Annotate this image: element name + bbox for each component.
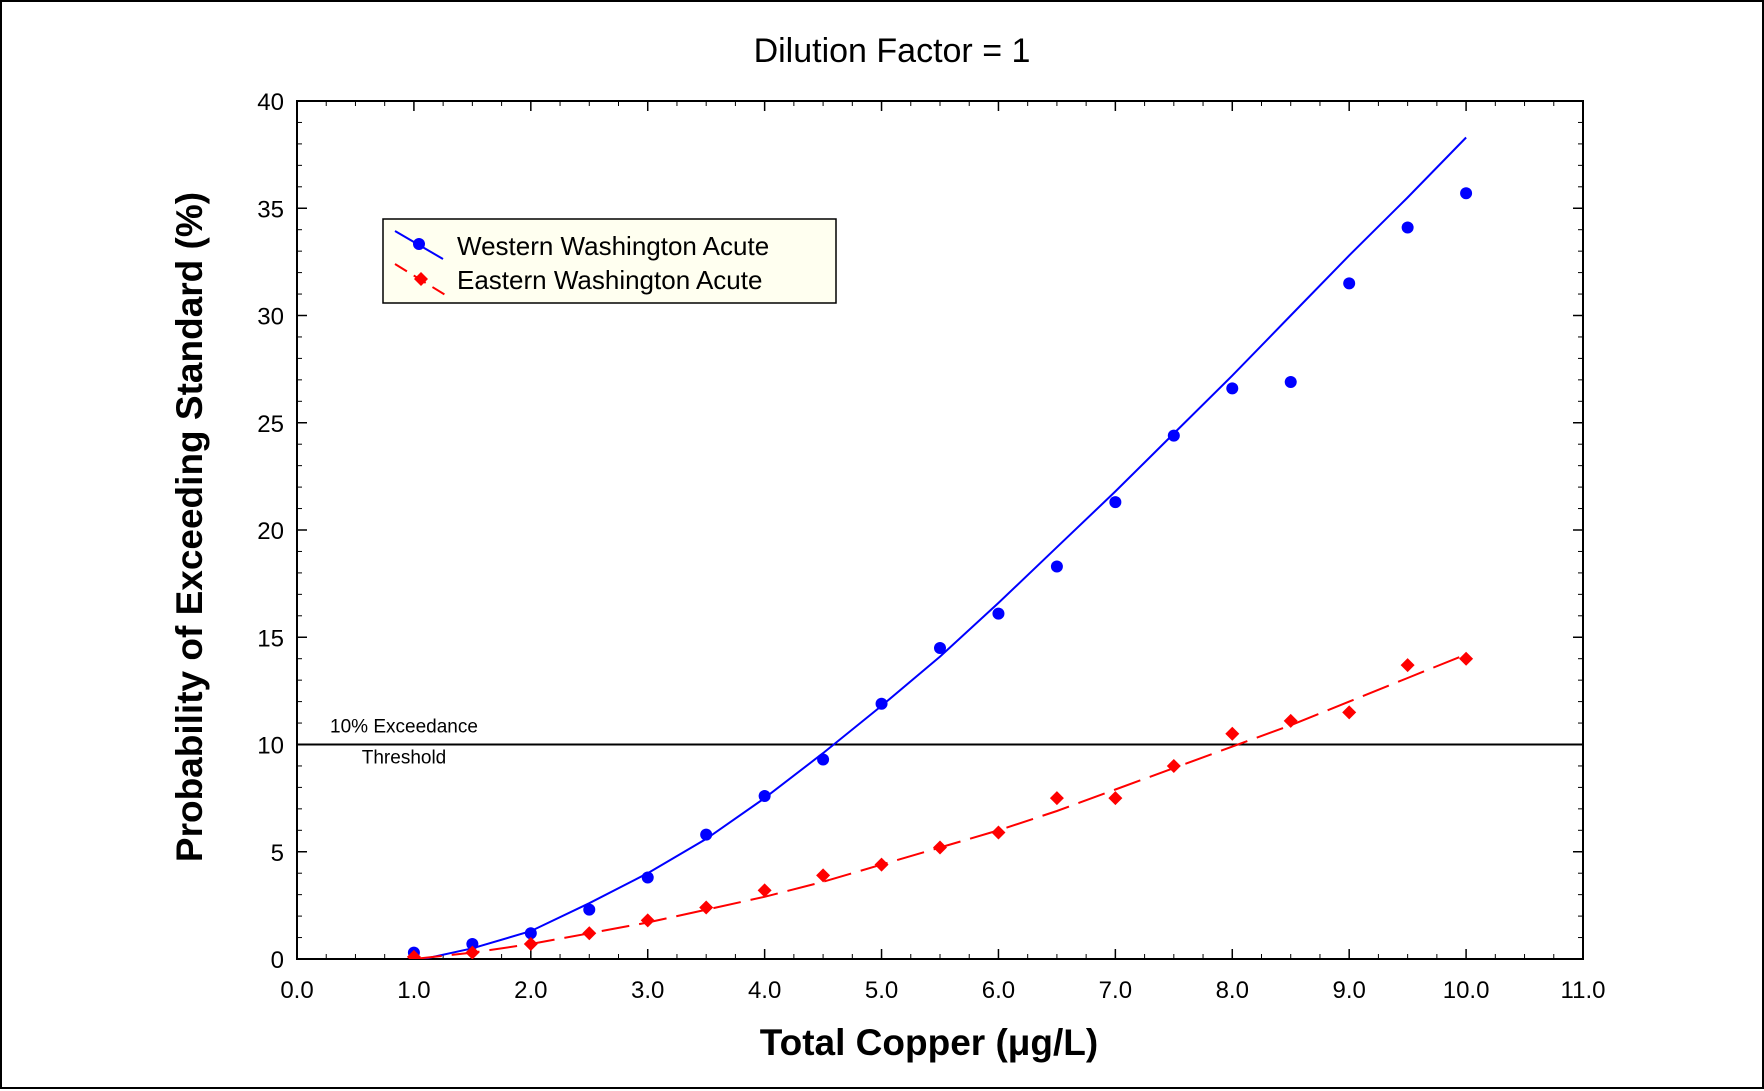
x-tick-label: 6.0	[982, 977, 1015, 1004]
series-layer	[406, 136, 1474, 959]
data-point-eastern	[991, 825, 1006, 840]
data-point-western	[1167, 429, 1180, 442]
y-tick-label: 25	[257, 411, 284, 438]
y-tick-label: 40	[257, 89, 284, 116]
data-point-western	[758, 789, 771, 802]
data-point-western	[1284, 375, 1297, 388]
data-point-eastern	[874, 857, 889, 872]
legend-label-western: Western Washington Acute	[457, 231, 769, 261]
data-point-eastern	[933, 840, 947, 855]
data-point-western	[817, 753, 830, 766]
chart-title: Dilution Factor = 1	[754, 32, 1031, 70]
axis-tick-labels: 0.0 1.0 2.0 3.0 4.0 5.0 6.0 7.0 8.0 9.0 10.0 11.0 0 5…	[257, 89, 1605, 1004]
legend: Western Washington Acute Eastern Washing…	[382, 218, 837, 304]
data-point-western	[583, 903, 596, 916]
legend-box	[382, 218, 837, 304]
x-tick-label: 10.0	[1443, 977, 1490, 1004]
data-point-eastern	[757, 883, 772, 898]
data-point-western	[1460, 187, 1473, 200]
x-tick-label: 7.0	[1099, 977, 1132, 1004]
x-tick-label: 5.0	[865, 977, 898, 1004]
data-point-western	[700, 828, 713, 841]
data-point-western	[641, 871, 654, 884]
data-point-eastern	[582, 926, 597, 941]
data-point-western	[1226, 382, 1239, 395]
data-point-eastern	[406, 949, 421, 959]
x-tick-label: 4.0	[748, 977, 781, 1004]
data-point-western	[1050, 560, 1063, 573]
data-point-western	[934, 641, 946, 654]
y-axis-title: Probability of Exceeding Standard (%)	[169, 192, 210, 862]
data-point-eastern	[1400, 658, 1415, 673]
data-point-eastern	[816, 868, 831, 883]
y-tick-label: 15	[257, 625, 284, 652]
threshold-label-line2: Threshold	[362, 748, 447, 769]
legend-label-eastern: Eastern Washington Acute	[457, 265, 762, 295]
data-point-eastern	[1049, 791, 1064, 806]
y-tick-label: 30	[257, 304, 284, 331]
data-point-eastern	[1459, 651, 1474, 666]
data-point-western	[992, 607, 1005, 620]
legend-swatch-western-marker	[413, 238, 425, 250]
data-point-western	[524, 927, 537, 940]
data-point-eastern	[1166, 758, 1181, 773]
reference-lines: 10% Exceedance Threshold	[297, 717, 1583, 769]
data-point-western	[1343, 277, 1356, 290]
x-tick-label: 2.0	[514, 977, 547, 1004]
legend-swatch-eastern-marker	[414, 272, 428, 286]
x-tick-label: 0.0	[280, 977, 313, 1004]
data-point-eastern	[1108, 791, 1123, 806]
threshold-label-line1: 10% Exceedance	[330, 717, 478, 738]
x-tick-label: 3.0	[631, 977, 664, 1004]
data-point-western	[1401, 221, 1414, 234]
data-point-eastern	[640, 913, 655, 928]
data-point-western	[875, 697, 888, 710]
y-tick-label: 5	[271, 840, 284, 867]
x-tick-label: 9.0	[1332, 977, 1365, 1004]
data-point-eastern	[1283, 713, 1298, 728]
data-point-western	[1109, 496, 1122, 509]
series-line-western	[418, 136, 1467, 959]
y-tick-label: 20	[257, 518, 284, 545]
data-point-eastern	[1225, 726, 1240, 741]
data-point-western	[466, 937, 479, 950]
y-tick-label: 35	[257, 196, 284, 223]
x-axis-title: Total Copper (μg/L)	[760, 1022, 1098, 1063]
x-tick-label: 11.0	[1561, 977, 1606, 1004]
y-tick-label: 10	[257, 733, 284, 760]
data-point-eastern	[523, 936, 538, 951]
data-point-eastern	[1342, 705, 1357, 720]
data-point-eastern	[699, 900, 714, 915]
y-tick-label: 0	[271, 947, 284, 974]
x-tick-label: 8.0	[1216, 977, 1249, 1004]
x-tick-label: 1.0	[397, 977, 430, 1004]
data-point-eastern	[465, 945, 480, 959]
